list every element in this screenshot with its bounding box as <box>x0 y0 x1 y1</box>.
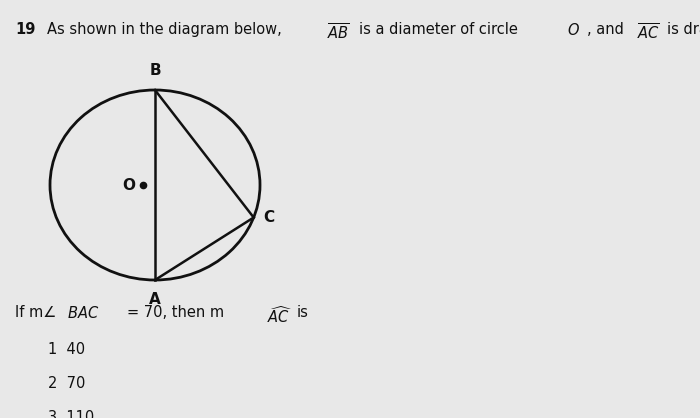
Text: is: is <box>297 305 309 320</box>
Text: O: O <box>122 178 135 193</box>
Text: C: C <box>264 210 275 225</box>
Text: 3  110: 3 110 <box>48 410 94 418</box>
Text: $\widehat{AC}$: $\widehat{AC}$ <box>267 305 293 326</box>
Text: $BAC$: $BAC$ <box>67 305 99 321</box>
Text: As shown in the diagram below,: As shown in the diagram below, <box>47 22 281 37</box>
Text: A: A <box>149 292 161 307</box>
Text: is a diameter of circle: is a diameter of circle <box>359 22 518 37</box>
Text: 19: 19 <box>15 22 36 37</box>
Text: is drawn.: is drawn. <box>667 22 700 37</box>
Text: If m∠: If m∠ <box>15 305 57 320</box>
Text: = 70, then m: = 70, then m <box>127 305 224 320</box>
Text: , and: , and <box>587 22 624 37</box>
Text: $\overline{AB}$: $\overline{AB}$ <box>327 22 350 42</box>
Text: $O$: $O$ <box>567 22 580 38</box>
Text: B: B <box>149 63 161 78</box>
Text: 2  70: 2 70 <box>48 376 85 391</box>
Text: 1  40: 1 40 <box>48 342 85 357</box>
Text: $\overline{AC}$: $\overline{AC}$ <box>637 22 660 42</box>
